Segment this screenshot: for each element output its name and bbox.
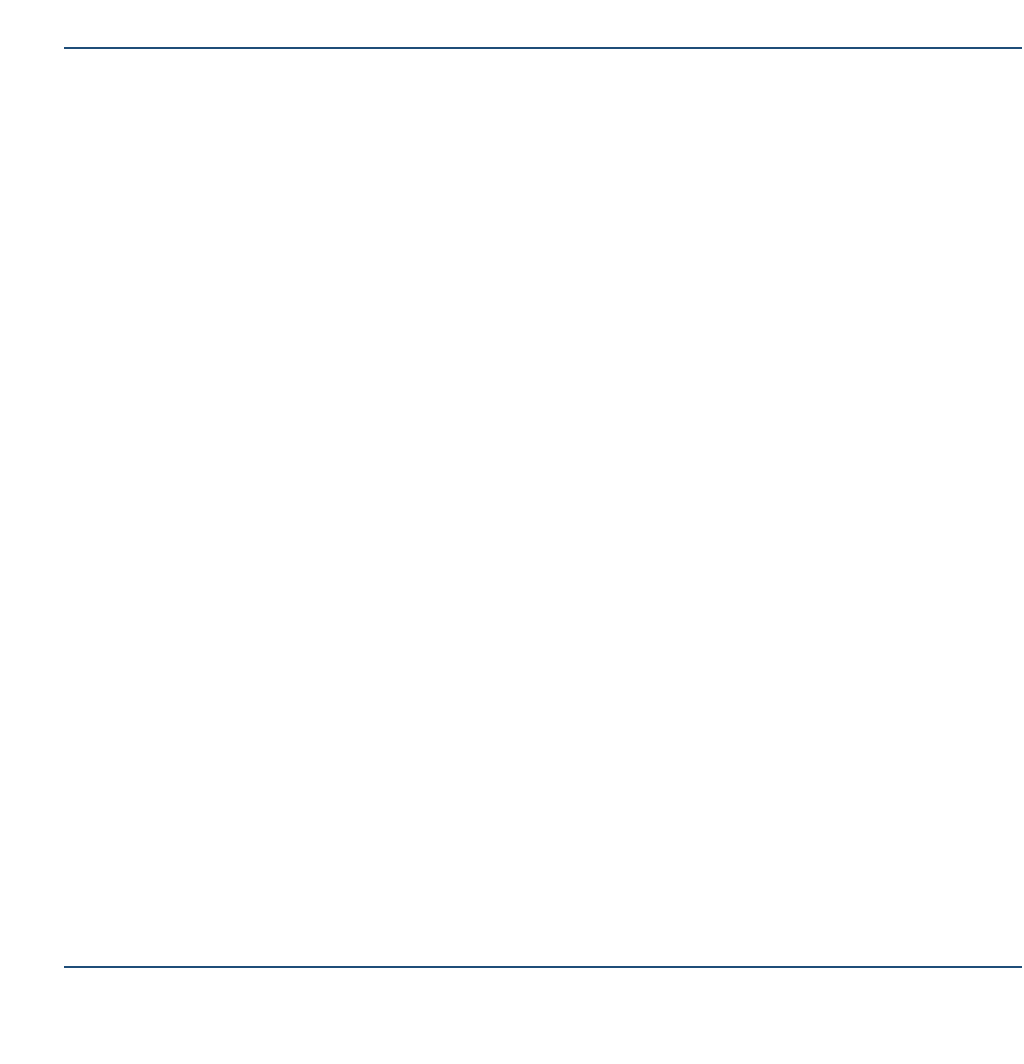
footer-rule — [64, 966, 1022, 968]
title-underline — [64, 47, 1022, 49]
charts-canvas — [0, 0, 1024, 965]
